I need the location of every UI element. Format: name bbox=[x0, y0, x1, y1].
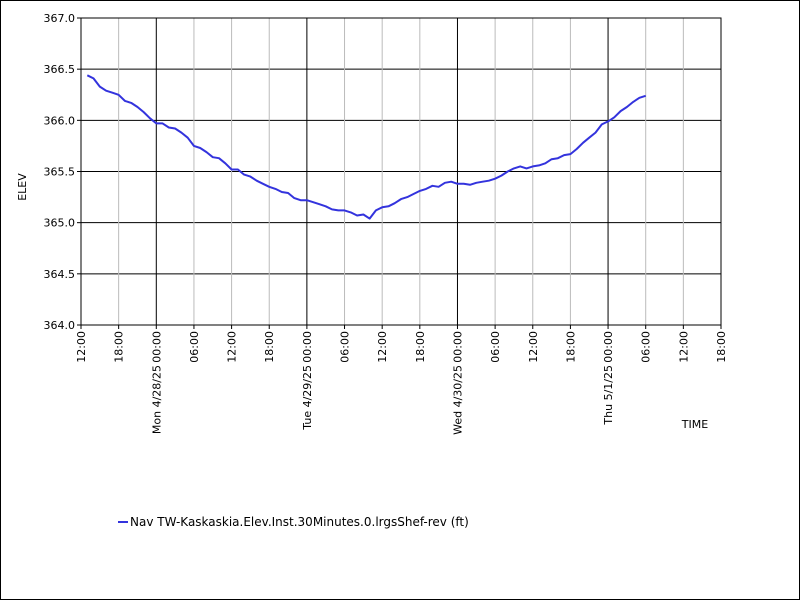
x-date-label: Wed 4/30/25 bbox=[451, 365, 464, 435]
y-tick-label: 366.0 bbox=[44, 114, 76, 127]
y-axis-ticks: 364.0 364.5 365.0 365.5 366.0 366.5 367.0 bbox=[44, 12, 81, 332]
x-axis-ticks: 12:00 18:00 00:00 Mon 4/28/25 06:00 12:00 18:0… bbox=[75, 325, 728, 435]
y-tick-label: 364.0 bbox=[44, 319, 76, 332]
x-tick-label: 18:00 bbox=[414, 331, 427, 363]
y-tick-label: 364.5 bbox=[44, 268, 76, 281]
x-tick-label: 00:00 bbox=[301, 331, 314, 363]
grid bbox=[81, 18, 721, 325]
x-tick-label: 06:00 bbox=[489, 331, 502, 363]
y-tick-label: 366.5 bbox=[44, 63, 76, 76]
y-tick-label: 365.5 bbox=[44, 166, 76, 179]
x-tick-label: 12:00 bbox=[677, 331, 690, 363]
x-tick-label: 06:00 bbox=[339, 331, 352, 363]
x-tick-label: 00:00 bbox=[150, 331, 163, 363]
x-tick-label: 06:00 bbox=[640, 331, 653, 363]
x-tick-label: 18:00 bbox=[715, 331, 728, 363]
x-tick-label: 00:00 bbox=[451, 331, 464, 363]
y-tick-label: 365.0 bbox=[44, 217, 76, 230]
x-tick-label: 06:00 bbox=[188, 331, 201, 363]
x-tick-label: 00:00 bbox=[602, 331, 615, 363]
x-tick-label: 18:00 bbox=[564, 331, 577, 363]
legend-label: Nav TW-Kaskaskia.Elev.Inst.30Minutes.0.l… bbox=[130, 515, 469, 529]
x-tick-label: 12:00 bbox=[226, 331, 239, 363]
x-tick-label: 12:00 bbox=[75, 331, 88, 363]
x-date-label: Thu 5/1/25 bbox=[602, 365, 615, 426]
y-tick-label: 367.0 bbox=[44, 12, 76, 25]
x-tick-label: 18:00 bbox=[263, 331, 276, 363]
x-tick-label: 12:00 bbox=[527, 331, 540, 363]
series-layer bbox=[86, 74, 647, 220]
series-line bbox=[86, 74, 647, 220]
x-tick-label: 18:00 bbox=[113, 331, 126, 363]
plot-border bbox=[80, 17, 722, 326]
legend: Nav TW-Kaskaskia.Elev.Inst.30Minutes.0.l… bbox=[118, 515, 469, 529]
y-axis-label: ELEV bbox=[16, 173, 29, 201]
x-tick-label: 12:00 bbox=[376, 331, 389, 363]
x-date-label: Mon 4/28/25 bbox=[150, 365, 163, 434]
x-axis-label: TIME bbox=[681, 418, 708, 431]
x-date-label: Tue 4/29/25 bbox=[301, 365, 314, 431]
